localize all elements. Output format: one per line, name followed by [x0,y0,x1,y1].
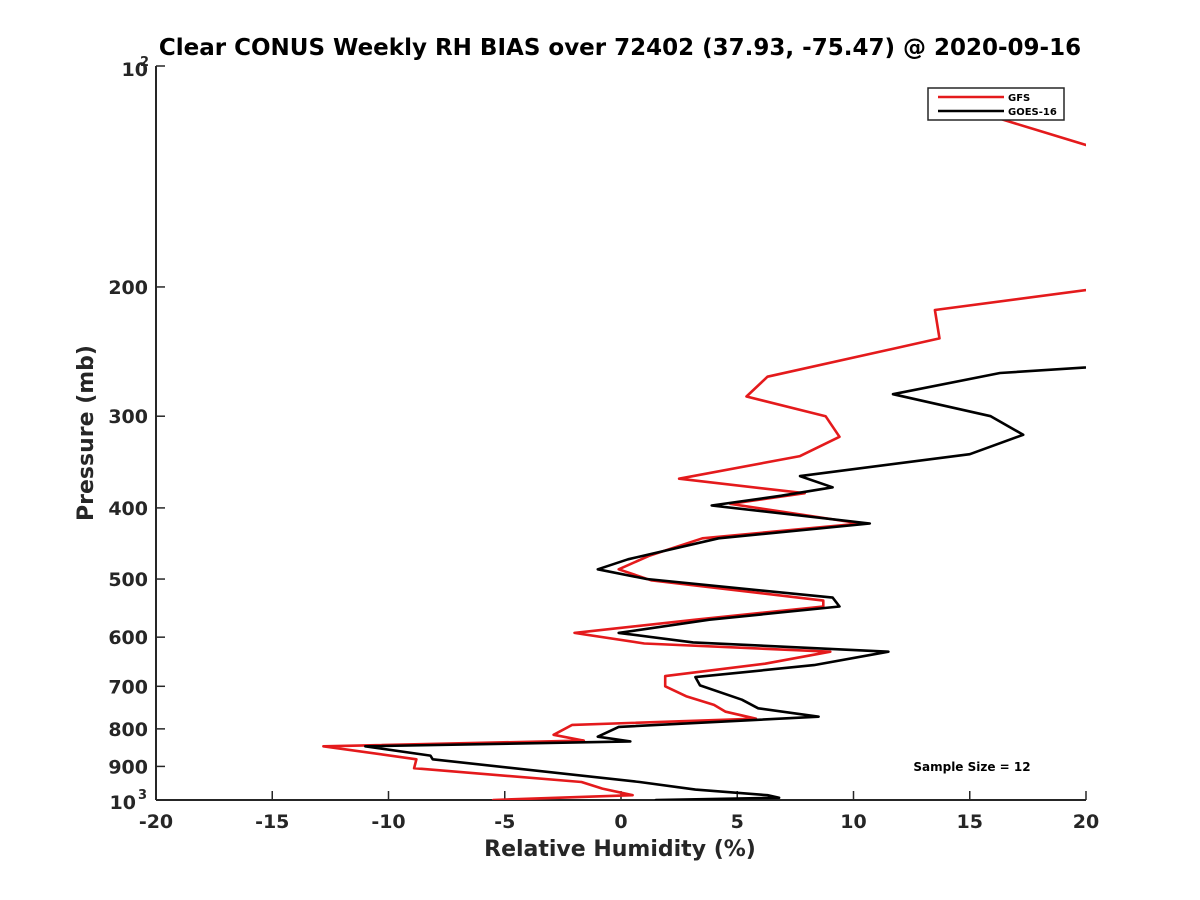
legend-label-gfs: GFS [1008,93,1030,104]
x-tick-label: 0 [614,811,627,833]
y-tick-label: 400 [108,498,148,520]
y-ticks: 200 300 400 500 600 700 800 900 [108,65,165,801]
x-tick-label: 5 [731,811,744,833]
chart-title: Clear CONUS Weekly RH BIAS over 72402 (3… [159,35,1081,61]
y-tick-label: 300 [108,406,148,428]
y-tick-label: 600 [108,627,148,649]
y-axis-label: Pressure (mb) [74,345,99,521]
y-top-exp: 2 [140,55,149,70]
x-tick-label: 15 [957,811,983,833]
x-tick-label: 10 [840,811,866,833]
x-tick-label: -10 [371,811,405,833]
y-bottom-base: 10 [110,792,136,814]
x-tick-label: -5 [494,811,515,833]
series-line-goes-16 [364,366,1086,800]
axes [155,66,1086,801]
x-axis-label: Relative Humidity (%) [484,837,756,862]
legend: GFS GOES-16 [927,87,1065,121]
y-top-base: 10 [122,59,148,81]
x-tick-label: 20 [1073,811,1099,833]
series-line-gfs [998,117,1086,147]
svg-text:10: 10 [110,792,136,814]
sample-size-annotation: Sample Size = 12 [913,760,1030,774]
y-tick-label: 900 [108,756,148,778]
series-layer [322,117,1086,800]
y-tick-label-top: 10 2 [122,55,150,81]
y-tick-label: 500 [108,569,148,591]
y-tick-label-bottom: 10 3 [110,788,148,814]
x-tick-label: -15 [255,811,289,833]
svg-text:10: 10 [122,59,148,81]
y-tick-label: 800 [108,719,148,741]
legend-box [927,87,1065,121]
x-ticks: -20 -15 -10 -5 0 5 10 15 20 [139,791,1099,833]
x-tick-label: -20 [139,811,173,833]
legend-label-goes16: GOES-16 [1008,107,1057,118]
y-tick-label: 200 [108,277,148,299]
y-tick-label: 700 [108,676,148,698]
y-bottom-exp: 3 [138,788,147,803]
